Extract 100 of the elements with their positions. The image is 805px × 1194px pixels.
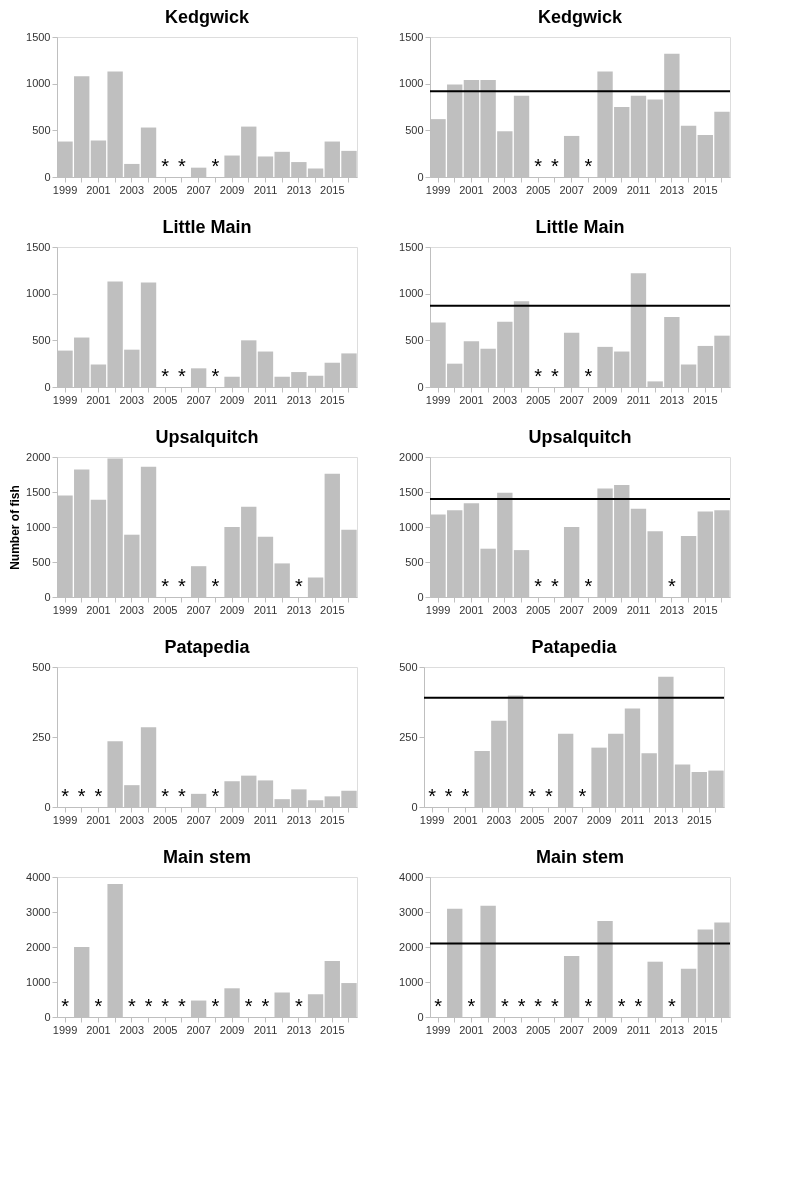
- x-tick-label: 2005: [153, 183, 178, 196]
- text: *: [61, 785, 69, 807]
- x-tick-label: 2007: [186, 813, 211, 826]
- text: *: [461, 785, 470, 807]
- y-tick-label: 2000: [26, 940, 51, 953]
- text: *: [551, 575, 559, 597]
- x-tick-label: 2015: [320, 813, 345, 826]
- x-tick-label: 1999: [52, 393, 78, 406]
- y-tick-label: 1500: [399, 30, 424, 43]
- x-tick-label: 2007: [186, 393, 211, 406]
- y-tick-label: 1000: [399, 520, 424, 533]
- text: *: [144, 995, 153, 1017]
- x-tick-label: 2001: [459, 393, 484, 406]
- x-tick-label: 2009: [592, 1023, 618, 1036]
- x-tick-label: 2007: [559, 393, 584, 406]
- text: *: [428, 785, 436, 807]
- text: *: [500, 995, 509, 1017]
- y-tick-label: 0: [411, 800, 418, 813]
- y-tick-label: 500: [405, 123, 424, 136]
- x-tick-label: 2003: [486, 813, 512, 826]
- text: *: [161, 365, 170, 387]
- x-tick-label: 2015: [320, 183, 345, 196]
- x-tick-label: 1999: [425, 603, 451, 616]
- text: *: [534, 995, 543, 1017]
- x-tick-label: 2009: [586, 813, 612, 826]
- text: *: [178, 785, 186, 807]
- x-tick-label: 2001: [86, 603, 111, 616]
- text: *: [444, 785, 453, 807]
- x-tick-label: 2013: [659, 183, 685, 196]
- x-tick-label: 2013: [659, 393, 685, 406]
- x-tick-label: 1999: [425, 1023, 451, 1036]
- x-tick-label: 1999: [52, 183, 78, 196]
- text: *: [551, 365, 559, 387]
- text: *: [528, 785, 537, 807]
- text: *: [634, 995, 643, 1017]
- chart-title: Main stem: [162, 847, 252, 867]
- y-tick-label: 2000: [399, 940, 424, 953]
- x-tick-label: 2009: [592, 183, 618, 196]
- y-tick-label: 3000: [26, 905, 51, 918]
- x-tick-label: 2003: [492, 1023, 518, 1036]
- x-tick-label: 2013: [659, 1023, 685, 1036]
- x-tick-label: 2011: [253, 813, 278, 826]
- x-tick-label: 2001: [86, 393, 111, 406]
- y-tick-label: 1000: [26, 520, 51, 533]
- y-tick-label: 250: [399, 730, 418, 743]
- x-tick-label: 2013: [659, 603, 685, 616]
- x-tick-label: 2013: [286, 393, 312, 406]
- y-tick-label: 1500: [26, 240, 51, 253]
- chart-title: Main stem: [535, 847, 625, 867]
- x-tick-label: 2007: [559, 1023, 584, 1036]
- x-tick-label: 2007: [559, 603, 584, 616]
- y-tick-label: 4000: [399, 870, 424, 883]
- x-tick-label: 2005: [526, 1023, 551, 1036]
- text: *: [211, 155, 220, 177]
- text: *: [178, 575, 186, 597]
- text: *: [294, 995, 303, 1017]
- y-tick-label: 1500: [26, 485, 51, 498]
- y-tick-label: 1000: [26, 287, 51, 300]
- x-tick-label: 2005: [520, 813, 545, 826]
- x-tick-label: 2009: [592, 603, 618, 616]
- text: *: [127, 995, 136, 1017]
- y-tick-label: 500: [32, 660, 51, 673]
- text: *: [261, 995, 270, 1017]
- x-tick-label: 2003: [492, 393, 518, 406]
- x-tick-label: 2003: [119, 183, 145, 196]
- x-tick-label: 2009: [219, 393, 245, 406]
- x-tick-label: 2015: [693, 393, 718, 406]
- text: *: [61, 995, 69, 1017]
- x-tick-label: 2007: [553, 813, 578, 826]
- x-tick-label: 2015: [687, 813, 712, 826]
- x-tick-label: 2015: [320, 1023, 345, 1036]
- text: *: [434, 995, 442, 1017]
- y-tick-label: 0: [417, 590, 424, 603]
- y-tick-label: 4000: [26, 870, 51, 883]
- x-tick-label: 2011: [253, 603, 278, 616]
- y-tick-label: 1500: [399, 485, 424, 498]
- x-tick-label: 1999: [419, 813, 445, 826]
- y-tick-label: 0: [44, 380, 51, 393]
- x-tick-label: 2001: [453, 813, 478, 826]
- y-tick-label: 0: [44, 1010, 51, 1023]
- x-tick-label: 2007: [186, 603, 211, 616]
- x-tick-label: 1999: [52, 813, 78, 826]
- x-tick-label: 2011: [253, 1023, 278, 1036]
- chart-title: Little Main: [162, 217, 252, 237]
- x-tick-label: 2011: [626, 1023, 651, 1036]
- x-tick-label: 2001: [86, 183, 111, 196]
- x-tick-label: 2003: [492, 183, 518, 196]
- x-tick-label: 2003: [119, 603, 145, 616]
- x-tick-label: 2005: [153, 393, 178, 406]
- text: *: [178, 365, 186, 387]
- x-tick-label: 2005: [153, 603, 178, 616]
- y-tick-label: 500: [405, 555, 424, 568]
- x-tick-label: 2005: [526, 393, 551, 406]
- x-tick-label: 2007: [559, 183, 584, 196]
- x-tick-label: 2003: [119, 1023, 145, 1036]
- x-tick-label: 1999: [425, 183, 451, 196]
- y-tick-label: 0: [417, 170, 424, 183]
- text: *: [161, 785, 170, 807]
- x-tick-label: 2005: [526, 603, 551, 616]
- y-tick-label: 250: [32, 730, 51, 743]
